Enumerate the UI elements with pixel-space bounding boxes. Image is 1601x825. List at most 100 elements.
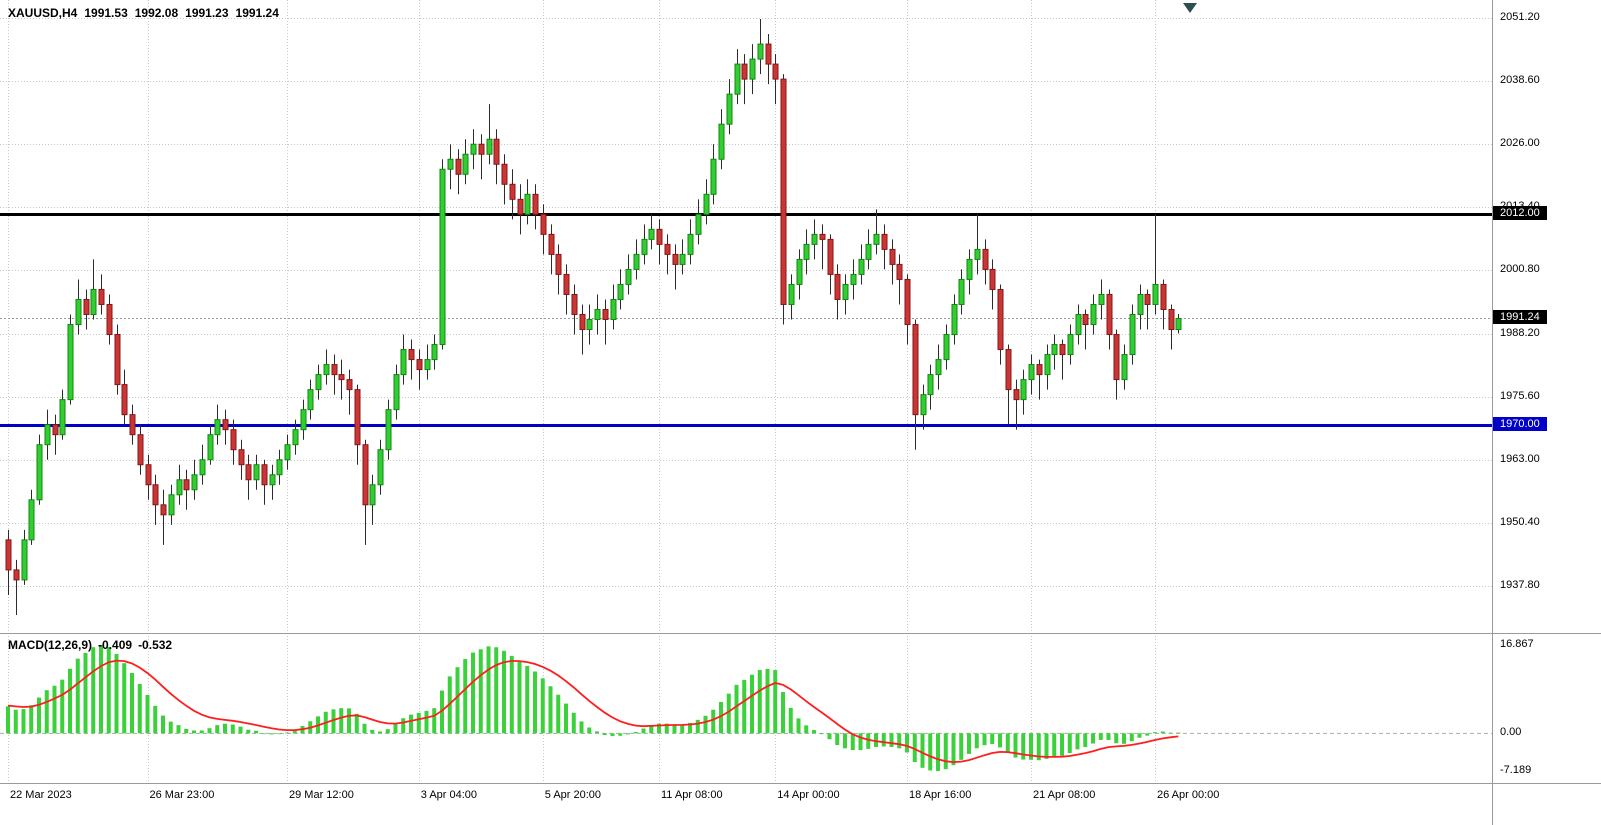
candle-up: [850, 273, 857, 285]
chart-shift-marker-icon[interactable]: [1183, 3, 1197, 13]
macd-histogram-bar: [626, 733, 630, 735]
macd-histogram-bar: [1176, 732, 1181, 734]
macd-histogram-bar: [91, 647, 96, 734]
time-tick-label: 14 Apr 00:00: [777, 789, 840, 801]
macd-histogram-bar: [742, 679, 747, 734]
candle-down: [881, 233, 888, 250]
macd-histogram-bar: [130, 672, 134, 734]
macd-histogram-bar: [509, 655, 514, 734]
candle-up: [935, 359, 942, 376]
macd-histogram-bar: [199, 730, 204, 734]
macd-histogram-bar: [60, 679, 65, 734]
macd-histogram-bar: [1168, 732, 1173, 734]
candle-down: [145, 464, 152, 486]
candle-up: [1129, 313, 1136, 356]
candle-up: [927, 374, 934, 396]
candle-up: [377, 449, 384, 486]
candle-up: [447, 158, 454, 170]
candle-down: [245, 464, 252, 481]
macd-histogram-bar: [153, 705, 158, 734]
macd-histogram-bar: [827, 733, 832, 740]
candle-up: [486, 138, 493, 155]
candle-up: [734, 63, 741, 95]
candle-down: [548, 233, 555, 255]
candle-up: [400, 349, 407, 376]
macd-histogram-bar: [1122, 733, 1126, 744]
candle-down: [1013, 389, 1020, 401]
macd-histogram-bar: [610, 733, 615, 737]
macd-histogram-bar: [1145, 733, 1150, 736]
macd-histogram-bar: [502, 650, 506, 734]
candle-up: [1028, 364, 1035, 381]
candle-down: [819, 233, 826, 240]
macd-histogram-bar: [168, 721, 173, 734]
macd-histogram-bar: [525, 665, 530, 734]
time-axis[interactable]: 22 Mar 2023 26 Mar 23:00 29 Mar 12:00 3 Apr…: [0, 783, 1492, 825]
candle-down: [765, 43, 772, 65]
candle-up: [1075, 313, 1082, 336]
macd-histogram-bar: [843, 733, 847, 749]
macd-histogram-bar: [974, 733, 979, 749]
macd-histogram-bar: [424, 710, 429, 734]
candle-down: [563, 273, 570, 295]
macd-histogram-bar: [486, 646, 491, 734]
time-tick-label: 5 Apr 20:00: [544, 789, 602, 801]
macd-histogram-bar: [339, 708, 344, 734]
macd-histogram-bar: [215, 725, 220, 734]
candle-up: [625, 268, 632, 285]
candle-up: [703, 193, 710, 215]
candle-up: [586, 319, 593, 331]
candle-up: [633, 253, 640, 270]
candle-down: [121, 384, 128, 416]
candle-up: [424, 359, 431, 371]
macd-histogram-bar: [1005, 733, 1010, 753]
candle-down: [493, 138, 500, 165]
macd-histogram-bar: [1129, 733, 1134, 742]
candle-up: [369, 484, 376, 506]
macd-histogram-bar: [29, 705, 34, 734]
candle-down: [13, 569, 20, 581]
candle-up: [726, 93, 733, 125]
macd-histogram-bar: [68, 668, 72, 734]
candle-up: [966, 258, 973, 280]
macd-histogram-bar: [176, 725, 181, 734]
chart-plot-area[interactable]: [0, 0, 1492, 825]
candle-up: [1098, 293, 1105, 305]
macd-histogram-bar: [494, 647, 499, 734]
candle-down: [455, 158, 462, 175]
candle-up: [253, 464, 260, 481]
macd-histogram-bar: [21, 709, 26, 734]
candle-down: [362, 444, 369, 506]
macd-histogram-bar: [1021, 733, 1026, 760]
candle-up: [315, 374, 322, 391]
candle-up: [307, 389, 314, 411]
macd-histogram-bar: [261, 733, 266, 735]
pane-separator[interactable]: [0, 633, 1601, 634]
candle-up: [788, 283, 795, 305]
price-axis[interactable]: 2051.202038.602026.002013.402000.801988.…: [1492, 0, 1601, 825]
macd-histogram-bar: [920, 733, 925, 768]
candle-up: [1051, 344, 1058, 356]
macd-histogram-bar: [649, 724, 654, 734]
macd-histogram-bar: [959, 733, 964, 760]
macd-histogram-bar: [207, 728, 212, 734]
candle-up: [300, 409, 307, 431]
candle-down: [183, 479, 190, 491]
candle-up: [191, 474, 198, 491]
macd-histogram-bar: [587, 727, 592, 734]
macd-histogram-bar: [719, 702, 723, 734]
macd-histogram-bar: [688, 722, 692, 734]
macd-histogram-bar: [641, 728, 646, 734]
candle-down: [912, 324, 919, 416]
candle-up: [90, 288, 97, 315]
candle-up: [524, 193, 531, 215]
macd-histogram-bar: [765, 668, 770, 734]
candle-down: [106, 303, 113, 336]
price-tick-label: 2051.20: [1500, 11, 1540, 24]
ohlc-close-value: 1991.24: [235, 6, 279, 20]
candle-up: [276, 459, 283, 476]
candle-up: [1121, 354, 1128, 381]
macd-tick-label: 0.00: [1500, 726, 1522, 739]
macd-histogram-bar: [1114, 733, 1119, 744]
macd-histogram-bar: [564, 703, 568, 734]
